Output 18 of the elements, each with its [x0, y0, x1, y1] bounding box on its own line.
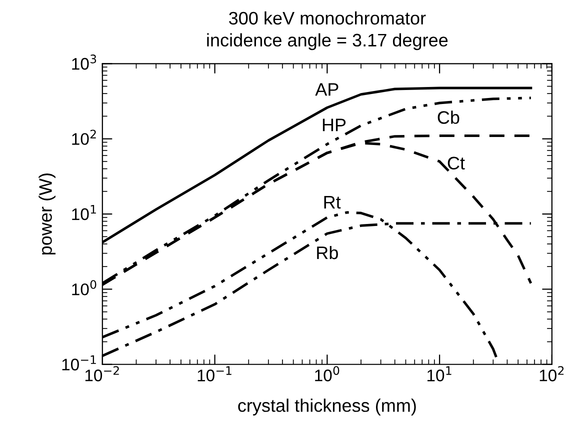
y-axis-title: power (W) — [38, 174, 56, 254]
series-label: Ct — [448, 156, 465, 170]
x-tick-label: 10$^{2}$ — [540, 366, 564, 382]
chart-subtitle: incidence angle = 3.17 degree — [207, 33, 448, 50]
series-label: Rt — [324, 196, 341, 209]
series-label: HP — [322, 118, 346, 132]
x-axis-title: crystal thickness (mm) — [238, 398, 416, 416]
x-tick-label: 10$^{0}$ — [315, 366, 340, 382]
y-tick-label: 10$^{0}$ — [72, 280, 96, 296]
series-label: Cb — [438, 110, 460, 124]
y-tick-label: 10$^{1}$ — [72, 205, 96, 220]
x-tick-label: 10$^{−1}$ — [198, 366, 232, 382]
x-tick-label: 10$^{1}$ — [427, 366, 452, 382]
y-tick-label: 10$^{3}$ — [72, 54, 96, 70]
y-tick-label: 10$^{2}$ — [72, 130, 96, 145]
chart-title: 300 keV monochromator — [229, 11, 426, 25]
legend-label: AP — [315, 83, 338, 96]
series-label: Rb — [317, 246, 338, 260]
